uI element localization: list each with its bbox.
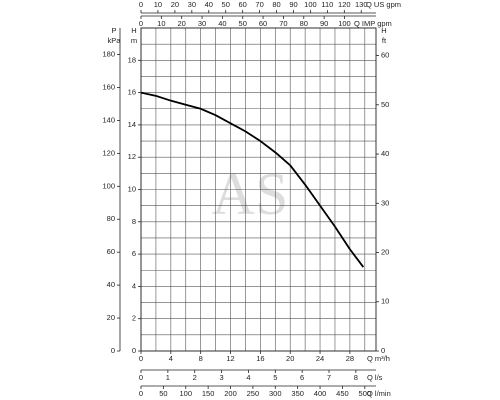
y-tick-label: 30 [381, 198, 389, 207]
y-tick-label: 10 [381, 297, 389, 306]
y-tick-label: 50 [381, 100, 389, 109]
y-tick-label: 20 [107, 313, 115, 322]
x-tick-label: 10 [154, 0, 162, 9]
y-tick-label: 8 [132, 217, 136, 226]
x-tick-label: 80 [300, 19, 308, 28]
axis-label: Q US gpm [366, 0, 401, 9]
x-tick-label: 0 [139, 0, 143, 9]
axis-label: Q l/min [367, 389, 391, 398]
x-tick-label: 200 [224, 389, 237, 398]
axis-label: Q l/s [367, 373, 383, 382]
x-tick-label: 50 [159, 389, 167, 398]
y-tick-label: 60 [107, 247, 115, 256]
x-tick-label: 16 [256, 354, 264, 363]
x-tick-label: 0 [139, 19, 143, 28]
y-tick-label: 60 [381, 51, 389, 60]
axis-label: H [381, 26, 386, 35]
axis-unit: m [131, 36, 137, 45]
x-tick-label: 100 [338, 19, 351, 28]
x-tick-label: 20 [286, 354, 294, 363]
axis-unit: kPa [108, 36, 122, 45]
x-tick-label: 60 [259, 19, 267, 28]
y-tick-label: 10 [128, 184, 136, 193]
y-tick-label: 14 [128, 120, 136, 129]
y-tick-label: 140 [102, 115, 115, 124]
x-tick-label: 12 [226, 354, 234, 363]
x-tick-label: 24 [316, 354, 324, 363]
y-tick-label: 12 [128, 152, 136, 161]
y-tick-label: 20 [381, 248, 389, 257]
x-tick-label: 500 [359, 389, 372, 398]
x-tick-label: 110 [321, 0, 333, 9]
axis-label: Q m³/h [367, 354, 390, 363]
x-tick-label: 40 [218, 19, 226, 28]
pump-curve [140, 91, 365, 268]
x-tick-label: 4 [169, 354, 173, 363]
y-tick-label: 16 [128, 88, 136, 97]
y-tick-label: 80 [107, 214, 115, 223]
x-tick-label: 30 [198, 19, 206, 28]
x-tick-label: 20 [178, 19, 186, 28]
x-tick-label: 120 [338, 0, 351, 9]
axis-label: H [131, 26, 136, 35]
y-tick-label: 180 [102, 50, 115, 59]
x-tick-label: 350 [291, 389, 304, 398]
x-tick-label: 60 [238, 0, 246, 9]
x-tick-label: 50 [222, 0, 230, 9]
axis-unit: ft [382, 36, 387, 45]
x-tick-label: 40 [205, 0, 213, 9]
x-tick-label: 5 [273, 373, 277, 382]
x-tick-label: 130 [355, 0, 368, 9]
x-tick-label: 20 [171, 0, 179, 9]
y-tick-label: 40 [107, 280, 115, 289]
y-tick-label: 0 [111, 346, 115, 355]
x-tick-label: 400 [314, 389, 327, 398]
x-tick-label: 7 [327, 373, 331, 382]
x-tick-label: 0 [139, 373, 143, 382]
y-tick-label: 2 [132, 314, 136, 323]
x-tick-label: 250 [247, 389, 260, 398]
x-tick-label: 8 [199, 354, 203, 363]
axis-label: Q IMP gpm [354, 19, 392, 28]
x-tick-label: 3 [219, 373, 223, 382]
x-tick-label: 150 [202, 389, 215, 398]
y-tick-label: 0 [381, 346, 385, 355]
x-tick-label: 0 [139, 354, 143, 363]
y-tick-label: 100 [102, 181, 115, 190]
x-tick-label: 30 [188, 0, 196, 9]
x-tick-label: 8 [354, 373, 358, 382]
x-tick-label: 4 [246, 373, 250, 382]
x-tick-label: 6 [300, 373, 304, 382]
y-tick-label: 40 [381, 149, 389, 158]
x-tick-label: 1 [166, 373, 170, 382]
y-tick-label: 4 [132, 281, 136, 290]
x-tick-label: 100 [180, 389, 193, 398]
x-tick-label: 70 [255, 0, 263, 9]
x-tick-label: 450 [336, 389, 349, 398]
y-tick-label: 160 [102, 82, 115, 91]
y-tick-label: 0 [132, 346, 136, 355]
x-tick-label: 100 [304, 0, 317, 9]
x-tick-label: 50 [239, 19, 247, 28]
x-tick-label: 90 [320, 19, 328, 28]
y-tick-label: 6 [132, 249, 136, 258]
x-tick-label: 300 [269, 389, 282, 398]
x-tick-label: 28 [346, 354, 354, 363]
x-tick-label: 2 [193, 373, 197, 382]
x-tick-label: 90 [289, 0, 297, 9]
watermark: AS [212, 161, 289, 227]
x-tick-label: 70 [279, 19, 287, 28]
y-tick-label: 18 [128, 55, 136, 64]
x-tick-label: 80 [272, 0, 280, 9]
y-tick-label: 120 [102, 148, 115, 157]
x-tick-label: 0 [139, 389, 143, 398]
axis-label: P [111, 26, 116, 35]
x-tick-label: 10 [157, 19, 165, 28]
